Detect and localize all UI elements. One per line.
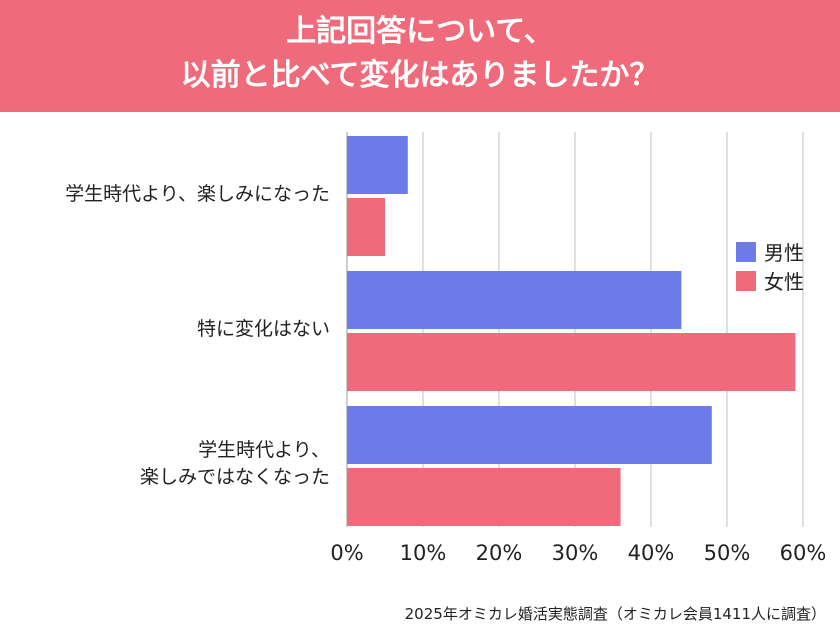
legend-item-female: 女性: [736, 266, 804, 295]
chart-title-line-2: 以前と比べて変化はありましたか？: [180, 58, 660, 93]
source-note: 2025年オミカレ婚活実態調査（オミカレ会員1411人に調査）: [404, 605, 826, 623]
x-tick-label: 30%: [551, 541, 599, 565]
bar-male-1: [347, 271, 682, 329]
x-tick-label: 10%: [399, 541, 447, 565]
x-tick-label: 0%: [330, 541, 364, 565]
legend-item-male: 男性: [736, 237, 804, 266]
x-tick-label: 60%: [779, 541, 827, 565]
x-tick-label: 50%: [703, 541, 751, 565]
bar-male-0: [347, 136, 408, 194]
chart-title-banner: 上記回答について、 以前と比べて変化はありましたか？: [0, 0, 840, 112]
x-tick-label: 40%: [627, 541, 675, 565]
category-label: 特に変化はない: [196, 317, 330, 340]
bar-female-0: [347, 198, 385, 256]
legend-label-female: 女性: [764, 270, 804, 294]
legend-label-male: 男性: [764, 241, 804, 265]
bar-female-2: [347, 468, 621, 526]
legend-swatch-female: [736, 270, 756, 291]
chart-title-line-1: 上記回答について、: [286, 14, 554, 49]
bar-male-2: [347, 406, 712, 464]
bar-female-1: [347, 333, 796, 391]
legend: 男性 女性: [736, 237, 804, 295]
legend-swatch-male: [736, 241, 756, 262]
category-label: 学生時代より、 楽しみではなくなった: [139, 439, 330, 488]
x-tick-label: 20%: [475, 541, 523, 565]
category-label: 学生時代より、楽しみになった: [65, 182, 330, 205]
